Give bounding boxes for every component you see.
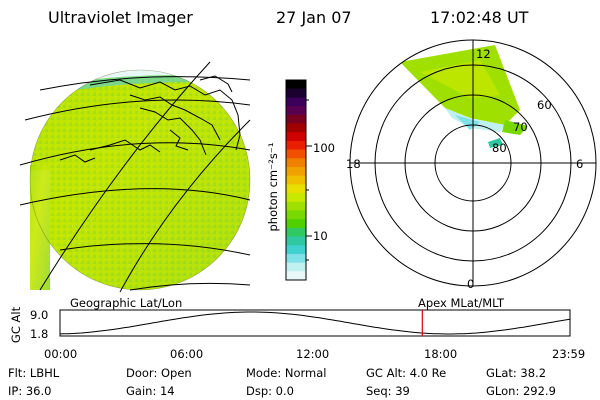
info-ip: IP: 36.0: [8, 384, 52, 398]
colorbar-segment: [286, 132, 306, 142]
lat-label-60: 60: [537, 98, 552, 112]
colorbar-segment: [286, 271, 306, 281]
info-seq: Seq: 39: [366, 384, 410, 398]
colorbar-segment: [286, 149, 306, 159]
colorbar-segment: [286, 123, 306, 133]
observation-time: 17:02:48 UT: [430, 8, 529, 27]
colorbar-segment: [286, 262, 306, 272]
timeline-y-tick-9: 9.0: [30, 308, 49, 322]
lat-label-80: 80: [492, 141, 507, 155]
colorbar-segment: [286, 201, 306, 211]
colorbar-segment: [286, 88, 306, 98]
info-dsp: Dsp: 0.0: [246, 384, 294, 398]
colorbar-segment: [286, 219, 306, 229]
colorbar-segment: [286, 175, 306, 185]
timeline-y-tick-1.8: 1.8: [30, 327, 49, 341]
mlt-label-6: 6: [576, 157, 584, 171]
colorbar-segment: [286, 236, 306, 246]
colorbar-segment: [286, 97, 306, 107]
info-glon: GLon: 292.9: [486, 384, 556, 398]
colorbar-segment: [286, 210, 306, 220]
colorbar-segment: [286, 158, 306, 168]
lat-label-70: 70: [513, 120, 528, 134]
colorbar-segment: [286, 253, 306, 264]
info-gain: Gain: 14: [126, 384, 175, 398]
colorbar-segment: [286, 166, 306, 177]
info-glat: GLat: 38.2: [486, 366, 547, 380]
info-filter: Flt: LBHL: [8, 366, 60, 380]
timeline-y-label: GC Alt: [9, 306, 23, 344]
colorbar-segment: [286, 80, 306, 90]
colorbar-segment: [286, 245, 306, 255]
timeline-left-label: Geographic Lat/Lon: [70, 296, 183, 310]
app-title: Ultraviolet Imager: [48, 8, 193, 27]
mlt-label-12: 12: [476, 47, 491, 61]
info-door: Door: Open: [126, 366, 192, 380]
mlt-label-18: 18: [346, 157, 361, 171]
colorbar-segment: [286, 106, 306, 116]
timeline-right-label: Apex MLat/MLT: [418, 296, 505, 310]
timeline-x-tick-1800: 18:00: [424, 347, 458, 361]
colorbar-segment: [286, 193, 306, 203]
colorbar-segment: [286, 114, 306, 124]
colorbar-segment: [286, 140, 306, 151]
timeline-x-tick-2359: 23:59: [552, 347, 586, 361]
mlt-label-0: 0: [467, 277, 475, 291]
observation-date: 27 Jan 07: [276, 8, 352, 27]
info-mode: Mode: Normal: [246, 366, 327, 380]
timeline-x-tick-0000: 00:00: [44, 347, 78, 361]
colorbar-tick-100: 100: [313, 141, 335, 155]
colorbar-tick-10: 10: [313, 229, 328, 243]
colorbar-segment: [286, 227, 306, 238]
info-gc-alt: GC Alt: 4.0 Re: [366, 366, 447, 380]
colorbar-segment: [286, 184, 306, 194]
timeline-x-tick-1200: 12:00: [296, 347, 330, 361]
timeline-x-tick-0600: 06:00: [170, 347, 204, 361]
